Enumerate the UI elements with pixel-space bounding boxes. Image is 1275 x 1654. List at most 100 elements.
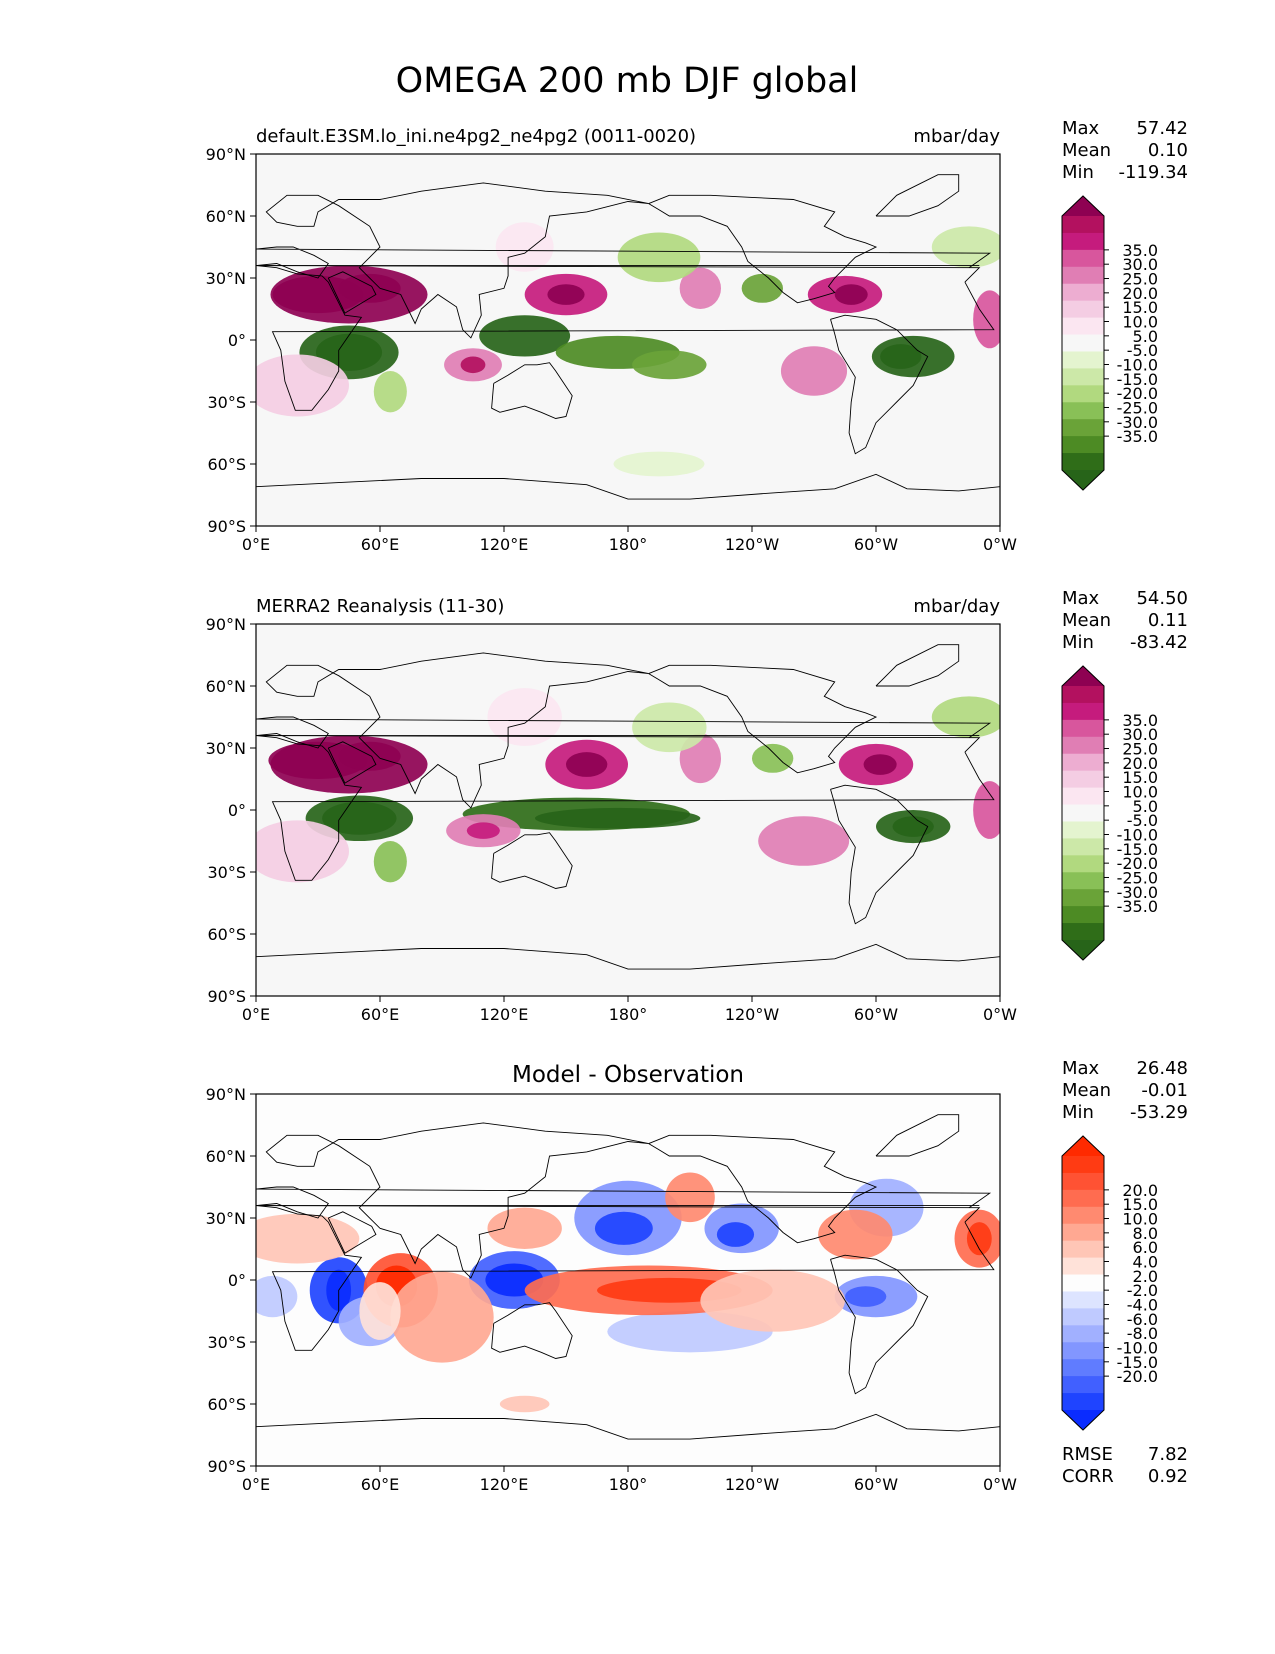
- stat-value-min: -53.29: [1130, 1102, 1188, 1123]
- coastline: [256, 943, 1000, 970]
- contour-region: [566, 752, 608, 777]
- coastline: [256, 473, 1000, 500]
- coastline: [491, 362, 573, 419]
- colorbar-segment: [1062, 923, 1104, 941]
- coastline: [265, 652, 649, 809]
- colorbar-segment: [1062, 889, 1104, 907]
- stat-value-min: -83.42: [1130, 632, 1188, 653]
- colorbar-tick-label: -20.0: [1117, 1367, 1158, 1386]
- colorbar-segment: [1062, 1393, 1104, 1411]
- x-tick-label: 120°E: [480, 535, 529, 554]
- colorbar-tick-label: -25.0: [1117, 398, 1158, 417]
- y-tick-label: 90°N: [206, 145, 246, 164]
- contour-region: [256, 354, 349, 417]
- coastline: [491, 832, 573, 889]
- contour-region: [931, 226, 1000, 268]
- contour-region: [594, 1211, 653, 1245]
- contour-region: [632, 350, 707, 380]
- metric-label-rmse: RMSE: [1062, 1444, 1113, 1465]
- x-tick-label: 120°E: [480, 1475, 529, 1494]
- contour-region: [700, 1269, 846, 1332]
- colorbar-tick-label: 25.0: [1122, 270, 1158, 289]
- stat-label-min: Min: [1062, 632, 1094, 653]
- x-tick-label: 180°: [609, 1005, 648, 1024]
- colorbar-tick-label: 20.0: [1122, 1181, 1158, 1200]
- coastline: [256, 716, 992, 749]
- colorbar-extend-max: [1062, 196, 1104, 216]
- y-tick-label: 30°S: [207, 1333, 246, 1352]
- contour-region: [716, 1222, 755, 1247]
- x-tick-label: 0°W: [983, 1005, 1017, 1024]
- colorbar-tick-label: -4.0: [1127, 1295, 1158, 1314]
- x-tick-label: 60°W: [854, 535, 898, 554]
- x-tick-label: 180°: [609, 535, 648, 554]
- x-tick-label: 60°W: [854, 1005, 898, 1024]
- coastline: [830, 314, 929, 455]
- colorbar-segment: [1062, 249, 1104, 268]
- colorbar-segment: [1062, 787, 1104, 806]
- colorbar-segment: [1062, 686, 1104, 704]
- x-tick-label: 60°E: [361, 1005, 399, 1024]
- colorbar-segment: [1062, 753, 1104, 772]
- colorbar-segment: [1062, 906, 1104, 924]
- y-tick-label: 60°S: [207, 925, 246, 944]
- contour-region: [322, 801, 397, 835]
- colorbar-extend-min: [1062, 470, 1104, 490]
- stat-label-mean: Mean: [1062, 610, 1111, 631]
- colorbar-segment: [1062, 736, 1104, 755]
- colorbar-tick-label: -10.0: [1117, 825, 1158, 844]
- stat-value-mean: 0.11: [1148, 610, 1188, 631]
- y-tick-label: 90°N: [206, 1085, 246, 1104]
- y-tick-label: 90°S: [207, 987, 246, 1006]
- contour-region: [256, 1213, 360, 1264]
- panel-difference: 0°E 60°E 120°E 180° 120°W 60°W 0°W 90°N 60°N 30°N…: [206, 1058, 1188, 1494]
- colorbar-tick-label: 20.0: [1122, 284, 1158, 303]
- colorbar-tick-label: 35.0: [1122, 241, 1158, 260]
- colorbar-tick-label: -30.0: [1117, 413, 1158, 432]
- contour-field: [256, 644, 1000, 970]
- colorbar-segment: [1062, 317, 1104, 336]
- colorbar-segment: [1062, 351, 1104, 369]
- stat-value-max: 54.50: [1136, 588, 1188, 609]
- coastline: [830, 1254, 929, 1395]
- colorbar-tick-label: -15.0: [1117, 1353, 1158, 1372]
- contour-field: [256, 1114, 1000, 1440]
- panel-units: mbar/day: [913, 126, 1000, 147]
- coastline: [265, 1122, 649, 1279]
- colorbar-segment: [1062, 821, 1104, 839]
- contour-region: [617, 232, 701, 283]
- contour-region: [256, 820, 349, 883]
- colorbar-segment: [1062, 266, 1104, 285]
- colorbar-tick-label: -15.0: [1117, 840, 1158, 859]
- x-tick-label: 0°E: [242, 1005, 270, 1024]
- contour-region: [338, 741, 401, 771]
- coastline: [256, 735, 995, 881]
- y-tick-label: 90°S: [207, 1457, 246, 1476]
- contour-region: [758, 816, 850, 866]
- coastline: [648, 194, 878, 304]
- contour-region: [373, 371, 407, 413]
- colorbar-tick-label: -20.0: [1117, 384, 1158, 403]
- colorbar-tick-label: 25.0: [1122, 740, 1158, 759]
- stat-label-max: Max: [1062, 588, 1100, 609]
- coastline: [265, 182, 649, 339]
- colorbar-segment: [1062, 1223, 1104, 1242]
- colorbar-tick-label: -10.0: [1117, 1338, 1158, 1357]
- stat-label-min: Min: [1062, 162, 1094, 183]
- colorbar-tick-label: -20.0: [1117, 854, 1158, 873]
- x-tick-label: 60°W: [854, 1475, 898, 1494]
- colorbar-outline: [1061, 665, 1105, 961]
- x-tick-label: 120°W: [725, 535, 780, 554]
- contour-region: [487, 1207, 562, 1250]
- colorbar-tick-label: -35.0: [1117, 427, 1158, 446]
- colorbar-tick-label: 10.0: [1122, 783, 1158, 802]
- metric-label-corr: CORR: [1062, 1466, 1114, 1487]
- contour-region: [780, 346, 848, 396]
- coastline: [491, 1302, 573, 1359]
- colorbar-segment: [1062, 334, 1104, 352]
- contour-region: [466, 822, 500, 839]
- colorbar-tick-label: -10.0: [1117, 355, 1158, 374]
- colorbar-extend-max: [1062, 1136, 1104, 1156]
- colorbar-segment: [1062, 216, 1104, 234]
- contour-region: [547, 284, 585, 305]
